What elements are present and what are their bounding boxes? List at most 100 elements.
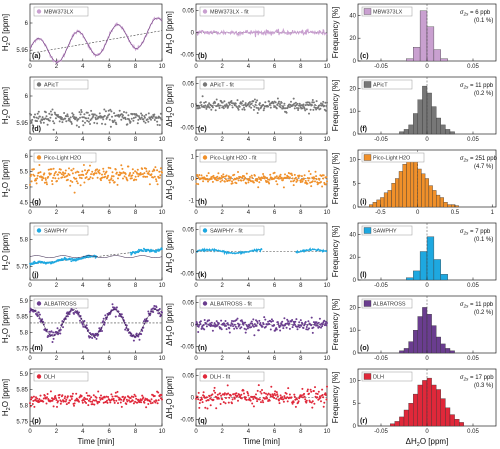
resid-point [233, 397, 236, 400]
conc-point [140, 173, 143, 176]
conc-point [155, 306, 158, 309]
resid-point [231, 402, 233, 405]
conc-point [117, 402, 119, 405]
resid-point [257, 108, 260, 111]
resid-point [261, 399, 264, 402]
conc-ylabel: H2O [ppm] [1, 233, 12, 270]
conc-point [98, 396, 101, 399]
conc-point [47, 335, 50, 338]
conc-point [82, 116, 85, 119]
hist-bar [380, 197, 385, 208]
resid-point [263, 316, 266, 319]
conc-point [58, 393, 61, 396]
conc-point [72, 113, 75, 116]
conc-point [48, 119, 51, 122]
conc-point [153, 119, 156, 121]
conc-point [85, 117, 88, 120]
conc-point [80, 109, 83, 111]
resid-2-ytick-label: 0 [191, 177, 195, 183]
panel-letter: (j) [32, 272, 39, 279]
conc-point [78, 174, 81, 177]
conc-point [115, 123, 118, 126]
resid-4-ytick-label: -0.05 [180, 344, 194, 350]
resid-point [277, 102, 280, 105]
resid-point [322, 405, 325, 408]
conc-point [142, 118, 145, 121]
conc-point [73, 404, 75, 407]
hist-legend-patch [363, 154, 372, 161]
conc-point [71, 395, 74, 398]
resid-point [253, 334, 256, 337]
resid-point [256, 322, 259, 324]
conc-point [70, 398, 73, 400]
resid-point [223, 180, 226, 183]
hist-4-ytick-label: 0 [353, 351, 357, 357]
conc-point [95, 337, 98, 340]
resid-point [282, 400, 285, 403]
conc-point [85, 173, 88, 175]
conc-point [30, 173, 33, 176]
resid-point [262, 109, 265, 112]
resid-0-xtick-label: 2 [221, 64, 225, 70]
resid-point [315, 392, 318, 395]
resid-point [214, 109, 217, 112]
hist-legend-label: Pico-Light H2O [373, 156, 411, 162]
resid-point [304, 321, 307, 323]
conc-point [101, 398, 104, 400]
hist-panel-2: 10 5 0 -0.5 0 0.5 1 Pico-Light H2O σ2s = 251 ppb… [331, 149, 498, 216]
resid-point [242, 323, 245, 326]
conc-point [107, 166, 110, 169]
percent-label: (4.7 %) [474, 164, 493, 170]
resid-point [290, 180, 292, 183]
resid-point [314, 170, 317, 173]
resid-point [285, 392, 288, 395]
conc-point [56, 180, 58, 182]
resid-point [282, 107, 285, 110]
hist-bar [403, 348, 409, 354]
conc-5-ytick-label: 5.8 [20, 403, 29, 409]
resid-point [210, 177, 213, 180]
conc-point [64, 172, 67, 175]
conc-0-legend-label: MBW373LX [44, 10, 74, 16]
conc-1-xtick-label: 4 [81, 137, 85, 143]
resid-3-xtick-label: 0 [194, 283, 198, 289]
conc-point [122, 114, 124, 117]
conc-point [44, 177, 47, 180]
hist-bar [406, 159, 411, 208]
conc-point [51, 341, 54, 343]
conc-point [73, 116, 76, 119]
hist-bar [439, 197, 444, 208]
resid-point [307, 104, 310, 107]
resid-point [217, 322, 220, 325]
conc-point [150, 173, 153, 176]
resid-point [198, 406, 201, 409]
resid-point [228, 176, 231, 179]
resid-point [317, 390, 320, 393]
conc-point [48, 330, 51, 333]
conc-point [55, 399, 58, 401]
resid-point [245, 398, 248, 401]
resid-point [268, 182, 271, 185]
resid-point [318, 104, 321, 107]
resid-point [200, 327, 203, 330]
conc-point [53, 111, 56, 114]
resid-point [257, 107, 260, 110]
conc-4-xtick-label: 2 [55, 356, 59, 362]
resid-point [202, 180, 205, 183]
conc-2-legend-marker [36, 155, 42, 160]
resid-point [308, 101, 311, 104]
conc-point [129, 397, 132, 400]
conc-point [45, 402, 48, 405]
conc-point [76, 182, 79, 185]
resid-point [316, 393, 319, 395]
resid-point [203, 395, 206, 398]
conc-point [141, 329, 144, 332]
resid-1-xtick-label: 4 [247, 137, 251, 143]
resid-1-legend-marker [202, 82, 208, 87]
resid-point [290, 100, 292, 103]
conc-point [125, 403, 128, 405]
resid-point [305, 328, 308, 331]
resid-0-legend-marker [202, 9, 208, 14]
hist-bar [431, 325, 437, 354]
